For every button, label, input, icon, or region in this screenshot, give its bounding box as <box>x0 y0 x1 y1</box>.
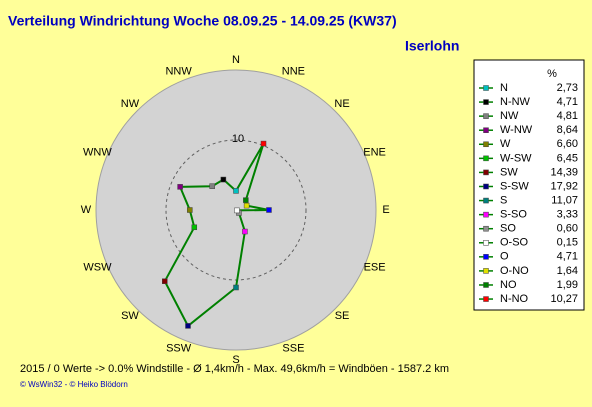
legend-marker <box>483 225 489 232</box>
axis-label: S <box>232 354 239 366</box>
legend-marker <box>483 296 489 302</box>
r-tick-label: 10 <box>232 133 244 145</box>
legend-marker <box>483 183 489 190</box>
legend-marker <box>483 268 489 274</box>
data-point <box>220 176 227 183</box>
legend-marker <box>483 99 489 105</box>
axis-label: NE <box>334 98 349 110</box>
data-point <box>191 224 198 231</box>
legend-value: 1,64 <box>557 265 578 277</box>
legend-name: SO <box>500 223 516 235</box>
footer: 2015 / 0 Werte -> 0.0% Windstille - Ø 1,… <box>20 363 449 375</box>
legend-value: 2,73 <box>557 82 578 94</box>
axis-label: WNW <box>83 147 112 159</box>
legend-marker <box>483 169 489 176</box>
legend-marker <box>483 113 489 119</box>
legend-header: % <box>547 68 557 80</box>
legend-name: S-SW <box>500 180 529 192</box>
data-point <box>242 228 248 235</box>
chart-title: Verteilung Windrichtung Woche 08.09.25 -… <box>8 13 397 29</box>
data-point <box>177 184 183 190</box>
legend-name: N <box>500 82 508 94</box>
legend-name: N-NW <box>500 96 531 108</box>
legend-marker <box>483 197 489 204</box>
data-point <box>234 207 240 214</box>
data-point <box>243 202 250 209</box>
data-point <box>260 140 267 147</box>
axis-label: SSW <box>166 342 192 354</box>
axis-label: W <box>81 204 92 216</box>
legend-value: 4,81 <box>557 110 578 122</box>
credits: © WsWin32 - © Heiko Blödorn <box>20 380 128 389</box>
chart-subtitle: Iserlohn <box>405 38 459 54</box>
data-point <box>209 183 215 189</box>
legend-value: 14,39 <box>550 166 578 178</box>
legend-name: NO <box>500 279 517 291</box>
legend-name: NW <box>500 110 519 122</box>
data-point <box>233 284 239 291</box>
legend-marker <box>483 155 489 162</box>
axis-label: NNE <box>282 65 305 77</box>
legend-value: 11,07 <box>551 194 578 206</box>
grid-ring <box>165 139 307 281</box>
legend-name: N-NO <box>500 293 529 305</box>
legend-name: O-NO <box>500 265 529 277</box>
axis-label: E <box>382 204 389 216</box>
axis-label: SW <box>121 310 139 322</box>
legend-value: 10,27 <box>550 293 578 305</box>
axis-label: NNW <box>165 65 192 77</box>
legend-marker <box>483 141 489 148</box>
legend-name: S <box>500 194 507 206</box>
legend-name: W <box>500 138 511 150</box>
legend-value: 0,60 <box>557 223 578 235</box>
legend-value: 0,15 <box>557 237 578 249</box>
data-point <box>266 207 272 213</box>
legend-marker <box>483 211 489 218</box>
legend-marker <box>483 240 489 246</box>
legend-name: O-SO <box>500 237 529 249</box>
legend-marker <box>483 254 489 260</box>
data-point <box>162 278 168 284</box>
legend-marker <box>483 85 489 91</box>
data-point <box>187 207 193 213</box>
legend-value: 17,92 <box>550 180 578 192</box>
axis-label: ESE <box>364 261 386 273</box>
legend-name: S-SO <box>500 209 527 221</box>
data-point <box>233 188 239 194</box>
legend-name: O <box>500 251 509 263</box>
legend-marker <box>483 282 489 288</box>
axis-label: SSE <box>282 342 304 354</box>
axis-label: SE <box>335 310 350 322</box>
legend-value: 4,71 <box>557 96 578 108</box>
legend-name: SW <box>500 166 518 178</box>
legend-value: 6,60 <box>557 138 578 150</box>
legend-value: 1,99 <box>557 279 578 291</box>
legend-name: W-NW <box>500 124 533 136</box>
legend-name: W-SW <box>500 152 532 164</box>
axis-label: NW <box>121 98 140 110</box>
axis-label: ENE <box>363 147 386 159</box>
legend-marker <box>483 127 489 133</box>
axis-label: WSW <box>83 261 112 273</box>
legend-value: 4,71 <box>557 251 578 263</box>
data-point <box>185 323 191 329</box>
legend-value: 3,33 <box>557 209 578 221</box>
legend-value: 8,64 <box>557 124 578 136</box>
legend-value: 6,45 <box>557 152 578 164</box>
axis-label: N <box>232 54 240 66</box>
data-point <box>243 197 249 203</box>
